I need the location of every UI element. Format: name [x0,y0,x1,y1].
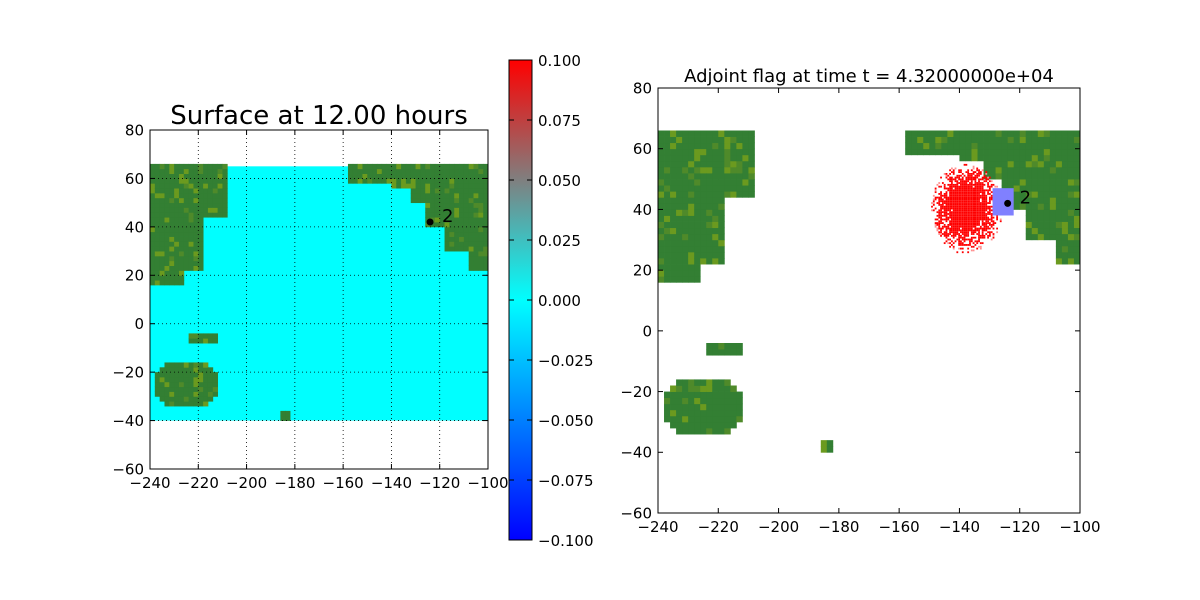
grid-lines [150,130,488,469]
x-tick-label: −220 [698,518,739,536]
adjoint-flag-plot: −240 −220 −200 −180 −160 −140 −120 −100−60−40−2… [620,66,1100,536]
y-tick-label: 60 [125,170,144,188]
y-tick-label: 40 [125,218,144,236]
gauge-label: 2 [1020,187,1031,208]
x-tick-label: −140 [371,474,412,492]
colorbar-tick-label: 0.025 [538,232,581,250]
y-tick-label: 80 [633,79,652,97]
x-tick-label: −200 [226,474,267,492]
colorbar-tick-label: −0.075 [538,472,594,490]
colorbar: 0.100 0.075 0.050 0.025 0.000 −0.025 −0.050 −0.… [508,52,594,550]
y-tick-label: 20 [125,267,144,285]
y-tick-label: 80 [125,121,144,139]
y-tick-label: −60 [620,504,652,522]
y-tick-label: 60 [633,140,652,158]
y-tick-label: 40 [633,201,652,219]
y-tick-label: −20 [620,383,652,401]
axes-frame [149,129,489,470]
land-cells [150,163,489,421]
x-tick-label: −100 [1059,518,1100,536]
y-tick-label: 20 [633,262,652,280]
colorbar-tick-label: 0.075 [538,112,581,130]
x-tick-label: −160 [323,474,364,492]
x-tick-label: −220 [178,474,219,492]
gauge-marker: 2 [1004,187,1031,208]
axes-frame [657,87,1081,514]
gauge-marker: 2 [426,206,454,227]
colorbar-tick-label: −0.100 [538,532,594,550]
chart-title: Surface at 12.00 hours [170,101,468,131]
x-tick-label: −180 [274,474,315,492]
colorbar-tick-label: 0.000 [538,292,581,310]
x-tick-label: −100 [467,474,508,492]
x-tick-label: −240 [637,518,678,536]
refinement-patch [992,188,1014,216]
adjoint-flag-cells [931,163,1002,254]
x-tick-label: −180 [818,518,859,536]
y-tick-label: 0 [134,315,144,333]
x-tick-label: −240 [129,474,170,492]
x-tick-label: −140 [939,518,980,536]
chart-title: Adjoint flag at time t = 4.32000000e+04 [684,66,1054,87]
y-tick-label: −20 [112,364,144,382]
x-tick-label: −120 [999,518,1040,536]
x-tick-label: −160 [879,518,920,536]
gauge-label: 2 [442,206,453,227]
x-tick-label: −120 [419,474,460,492]
y-tick-label: −40 [620,444,652,462]
y-tick-label: −40 [112,412,144,430]
colorbar-tick-label: −0.025 [538,352,594,370]
y-tick-label: 0 [642,322,652,340]
x-tick-label: −200 [758,518,799,536]
colorbar-tick-label: −0.050 [538,412,594,430]
land-cells [658,130,1081,453]
y-tick-label: −60 [112,460,144,478]
colorbar-tick-label: 0.050 [538,172,581,190]
surface-plot: −240 −220 −200 −180 −160 −140 −120 −100−60−40−2… [112,101,508,492]
colorbar-tick-label: 0.100 [538,52,581,70]
